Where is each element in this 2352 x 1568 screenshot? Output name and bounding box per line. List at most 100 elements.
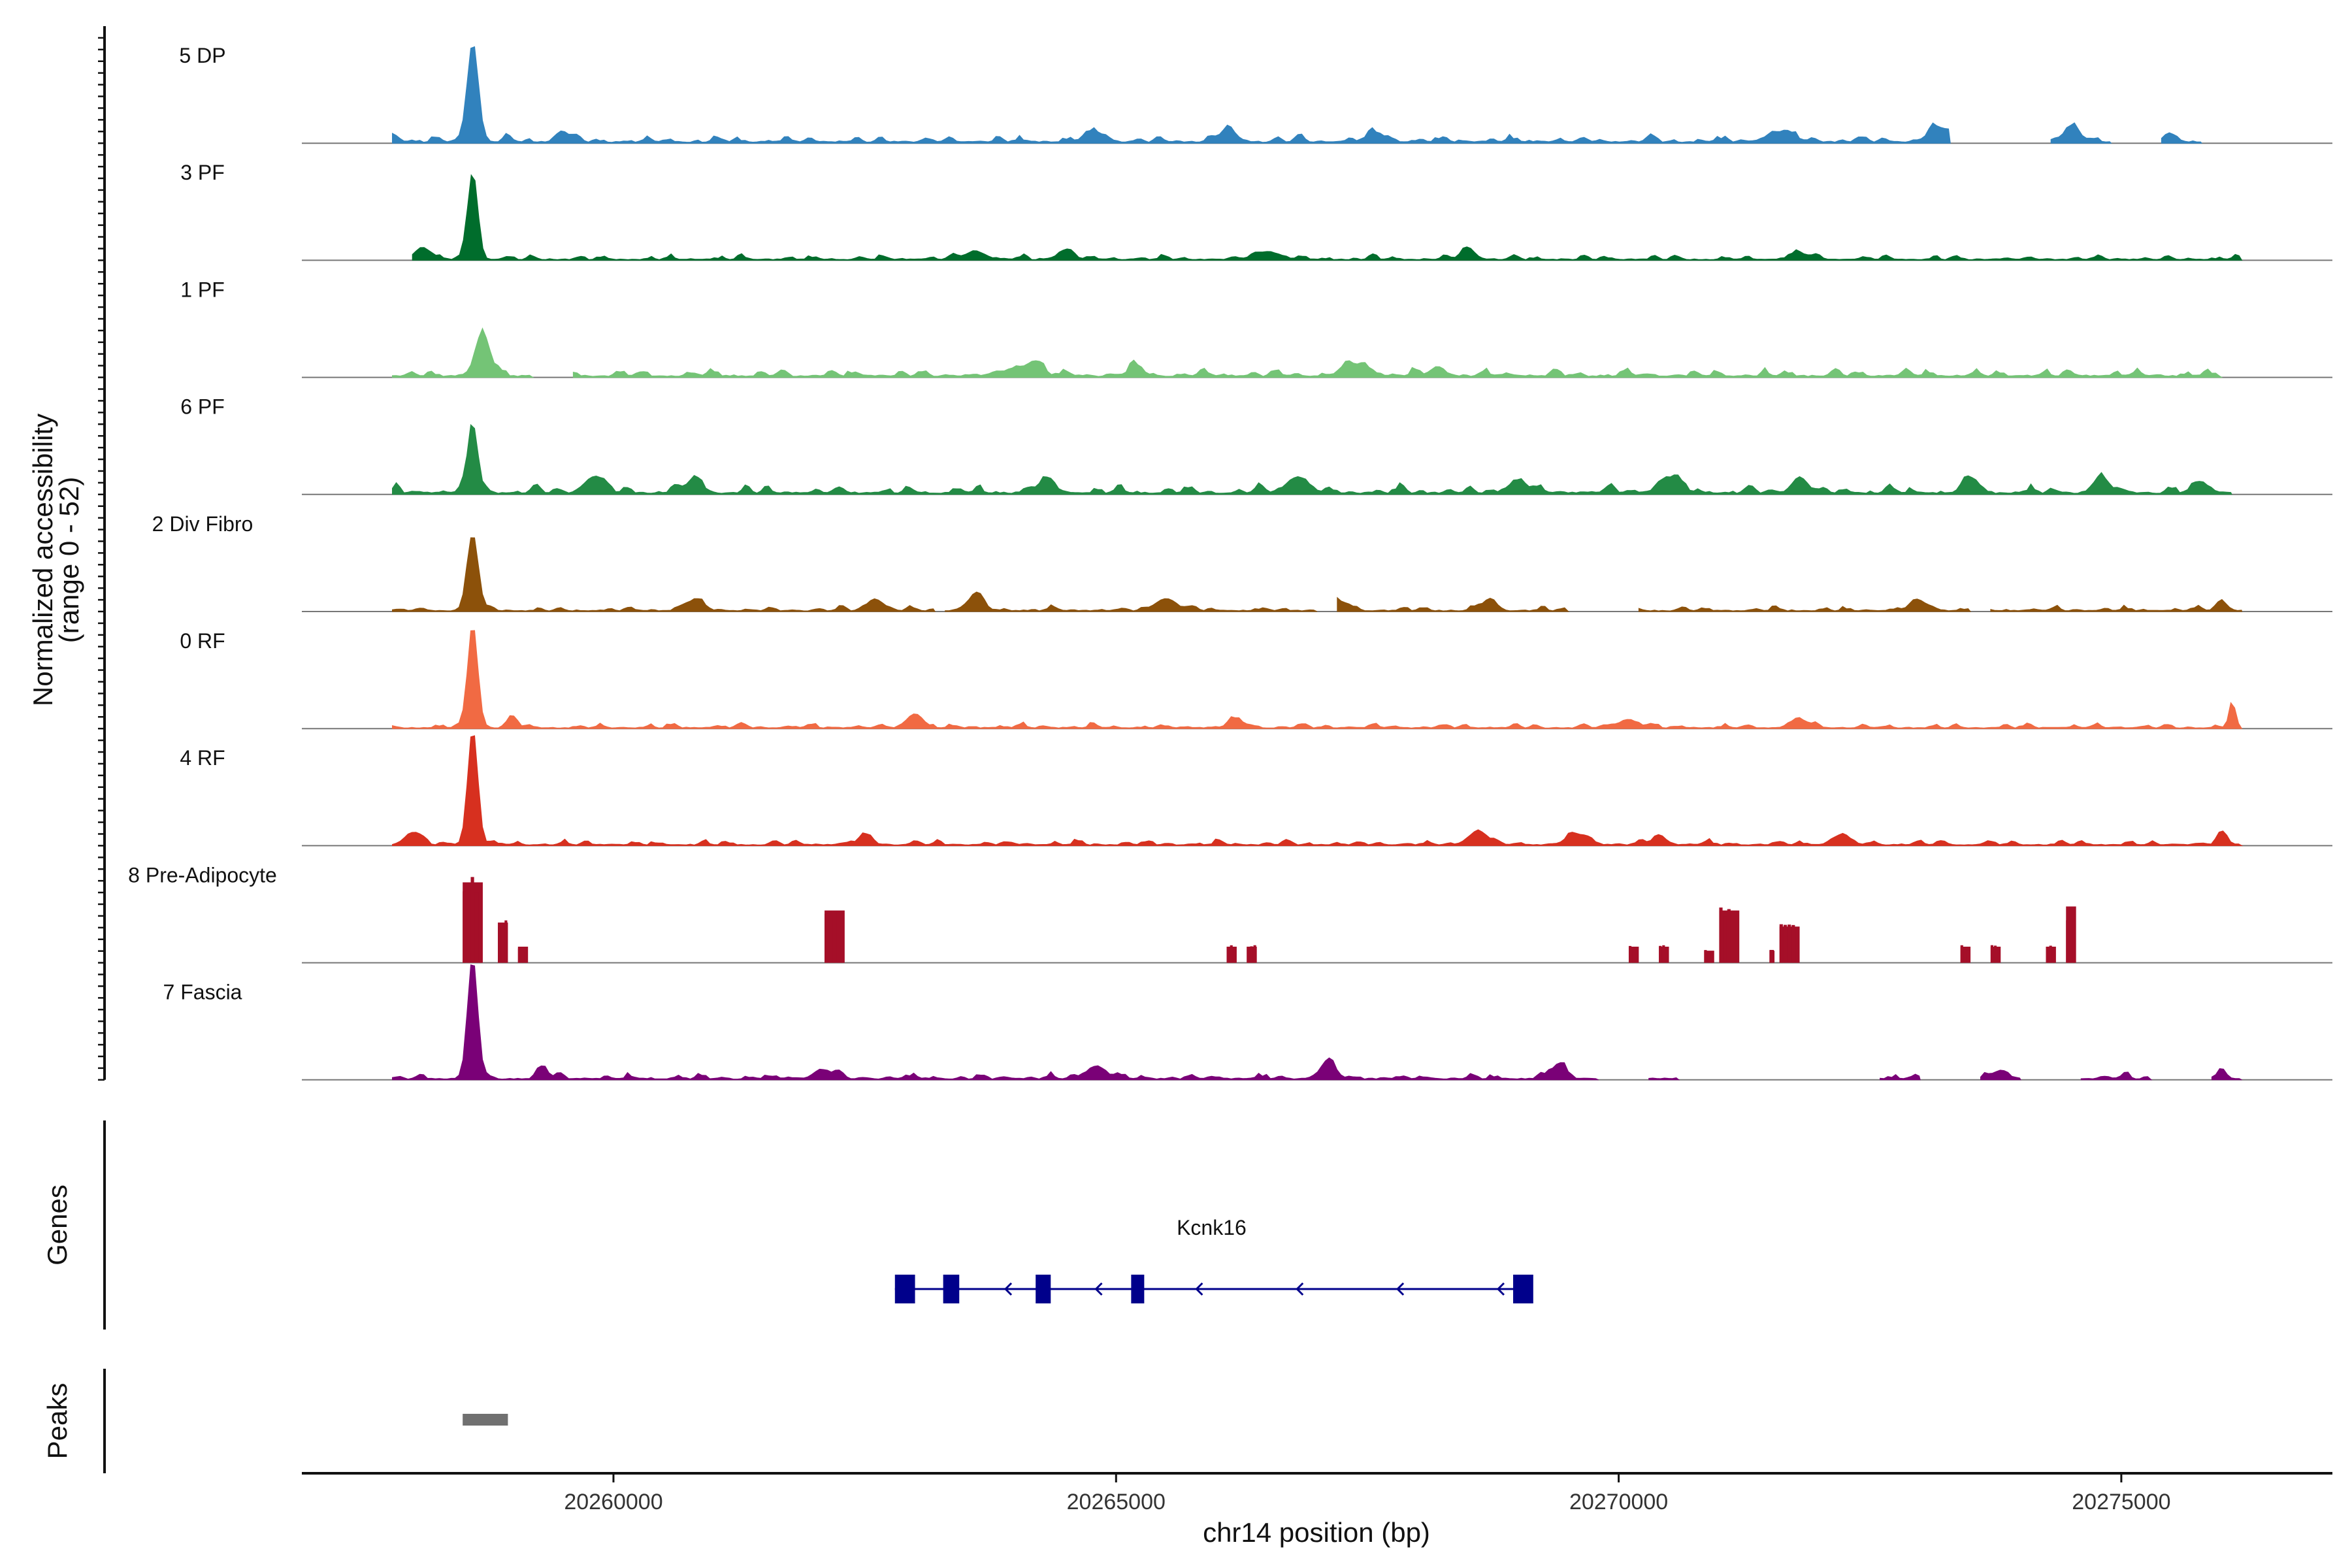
coverage-block-step [1791,924,1795,963]
track-0-rf: 0 RF [180,629,2332,730]
strand-arrow [1296,1282,1304,1296]
coverage-area [392,46,2203,144]
coverage-block-step [1795,930,1799,963]
x-tick-label: 20265000 [1067,1490,1166,1514]
x-axis: 20260000 20265000 20270000 20275000 [302,1472,2332,1514]
coverage-block-step [2049,945,2052,963]
coverage-block-step [1659,945,1662,963]
coverage-block-step [2052,949,2055,963]
track-label: 5 DP [179,44,225,67]
track-label: 8 Pre-Adipocyte [128,863,277,887]
track-label: 6 PF [180,395,225,419]
coverage-block-step [1253,945,1256,963]
coverage-block-step [832,916,836,963]
gene-exon [894,1275,915,1303]
gene-exon [1513,1275,1533,1303]
track-8-pre-adipocyte: 8 Pre-Adipocyte [128,863,2332,964]
gene-exon [943,1275,960,1303]
coverage-block-step [2046,951,2049,963]
peaks-track-title: Peaks [42,1383,73,1460]
track-1-pf: 1 PF [180,278,2332,378]
coverage-block-step [1997,947,2001,963]
x-tick-label: 20260000 [564,1490,662,1514]
coverage-block-step [1665,947,1669,963]
coverage-block-step [463,891,466,963]
coverage-block-step [466,902,470,963]
coverage-block-step [1233,949,1236,963]
coverage-block-step [836,911,840,963]
coverage-block-step [1226,947,1230,963]
coverage-tracks: 5 DP 3 PF 1 PF 6 PF 2 Div Fibro 0 RF 4 RF 8 Pre… [128,44,2332,1081]
track-2-div-fibro: 2 Div Fibro [152,512,2332,612]
strand-arrow [1094,1282,1103,1296]
track-6-pf: 6 PF [180,395,2332,495]
strand-arrow [1195,1282,1203,1296]
track-7-fascia: 7 Fascia [163,964,2332,1081]
track-label: 3 PF [180,161,225,184]
track-label: 4 RF [180,746,225,770]
coverage-block-step [1994,945,1997,963]
coverage-area [392,964,2242,1081]
coverage-area [392,327,2223,378]
coverage-block-step [1723,916,1727,963]
track-label: 1 PF [180,278,225,301]
coverage-block-step [825,913,828,963]
coverage-block-step [1707,953,1710,963]
y-axis-title-range: (range 0 - 52) [54,477,84,643]
coverage-block-step [1635,949,1639,963]
coverage-block-step [525,947,528,963]
genes-track-title: Genes [42,1184,73,1266]
track-label: 7 Fascia [163,981,242,1004]
coverage-block-step [1990,945,1993,963]
coverage-block-step [840,918,844,963]
coverage-block-step [1250,946,1253,963]
strand-arrow [1396,1282,1405,1296]
coverage-block-step [1704,950,1707,963]
coverage-block-step [1779,924,1783,963]
strand-arrow [1496,1282,1505,1296]
coverage-block-step [478,892,482,963]
gene-track: Genes Kcnk16 [42,1120,1533,1330]
coverage-block-step [521,950,525,963]
strand-arrow [1004,1282,1013,1296]
gene-exon [1131,1275,1145,1303]
gene-name-label: Kcnk16 [1177,1216,1247,1239]
coverage-area [392,537,2243,612]
coverage-block-step [1731,912,1735,963]
gene-exon [1036,1275,1051,1303]
track-label: 0 RF [180,629,225,653]
coverage-block-step [2072,920,2076,963]
coverage-block-step [2069,906,2072,963]
coverage-block-step [1662,945,1665,963]
peaks-track: Peaks [42,1369,508,1473]
coverage-block-step [498,926,501,963]
track-5-dp: 5 DP [179,44,2332,144]
coverage-block-step [1960,945,1963,963]
coverage-block-step [1247,947,1250,963]
coverage-block-step [1628,945,1632,963]
y-axis-title: Normalized accessibility [27,414,58,706]
y-axis [98,26,106,1081]
coverage-block-step [1788,924,1791,963]
coverage-block-step [1963,949,1967,963]
coverage-block-step [1632,949,1635,963]
coverage-area [412,174,2243,261]
coverage-area [392,735,2244,846]
coverage-block-step [1735,915,1739,963]
peak-interval [463,1414,508,1426]
coverage-block-step [1230,945,1233,963]
coverage-block-step [1769,949,1774,963]
coverage-block-step [517,948,521,963]
coverage-block-step [1967,950,1970,963]
coverage-block-step [828,911,832,963]
coverage-block-step [2066,920,2069,963]
x-tick-label: 20270000 [1569,1490,1668,1514]
coverage-area [392,423,2232,495]
coverage-block-step [1719,907,1723,963]
coverage-block-step [504,920,508,963]
coverage-block-step [474,892,478,963]
x-tick-label: 20275000 [2072,1490,2170,1514]
track-4-rf: 4 RF [180,735,2332,847]
coverage-block-step [501,930,504,963]
